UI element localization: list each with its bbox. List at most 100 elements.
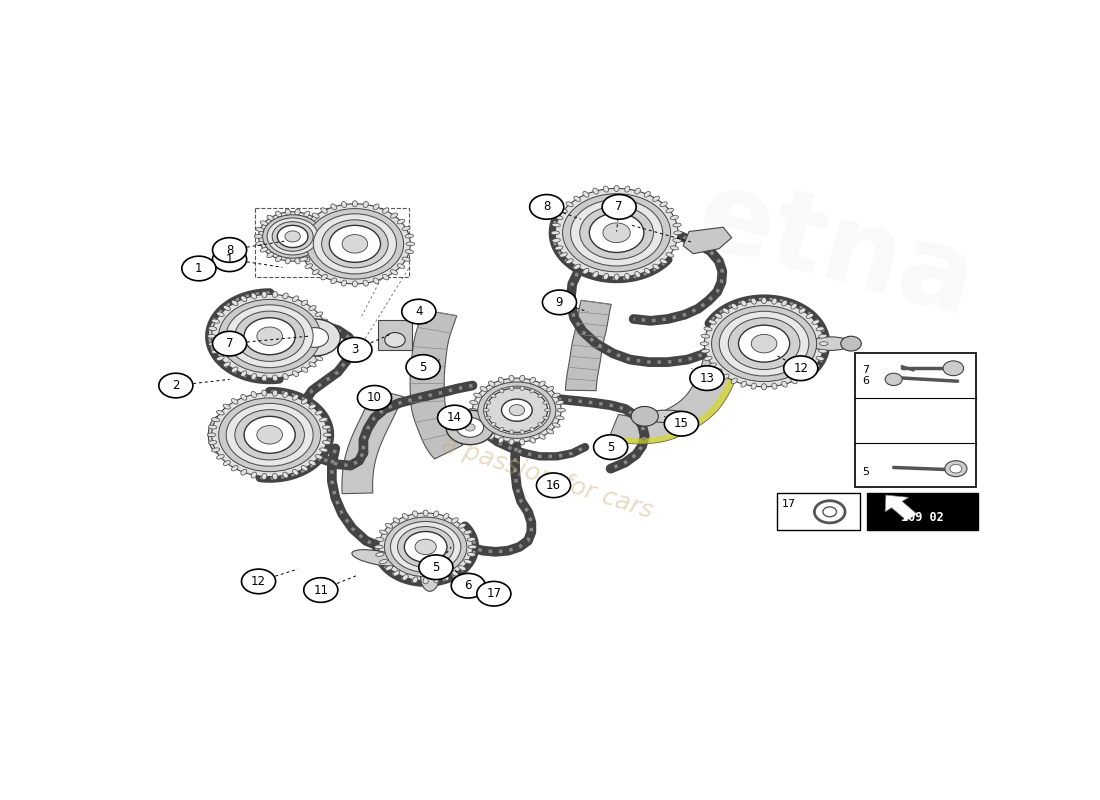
Ellipse shape [208,326,217,330]
Ellipse shape [273,474,277,479]
Ellipse shape [376,538,384,542]
Ellipse shape [320,418,328,422]
Ellipse shape [715,369,722,374]
Ellipse shape [818,334,827,338]
Ellipse shape [810,337,851,350]
Ellipse shape [635,271,640,278]
Text: 13: 13 [700,372,714,385]
Circle shape [886,373,902,386]
Ellipse shape [542,416,549,419]
Ellipse shape [468,538,475,542]
Ellipse shape [323,334,332,338]
Circle shape [664,411,698,436]
Text: 11: 11 [314,583,328,597]
Ellipse shape [433,577,439,583]
Circle shape [594,435,628,459]
Ellipse shape [799,374,806,379]
FancyBboxPatch shape [777,494,860,530]
Ellipse shape [295,258,300,264]
Ellipse shape [321,274,328,280]
Ellipse shape [320,448,328,452]
Circle shape [301,328,329,347]
Ellipse shape [251,472,256,478]
Ellipse shape [295,209,300,215]
Ellipse shape [574,196,581,202]
Ellipse shape [309,461,316,466]
Ellipse shape [485,401,491,404]
Text: 5: 5 [419,361,427,374]
Text: 1: 1 [195,262,202,275]
Circle shape [211,393,328,477]
Ellipse shape [296,250,305,254]
Ellipse shape [403,514,408,519]
Ellipse shape [485,416,491,419]
Ellipse shape [241,470,246,475]
Circle shape [304,578,338,602]
Polygon shape [410,310,463,459]
Ellipse shape [488,381,495,386]
Ellipse shape [312,213,319,218]
Ellipse shape [539,434,546,439]
Circle shape [306,209,404,279]
Circle shape [227,403,314,466]
Text: 109 02: 109 02 [901,511,944,524]
Ellipse shape [708,363,716,367]
Ellipse shape [520,430,525,434]
Ellipse shape [352,550,406,566]
Circle shape [277,226,308,247]
Text: 8: 8 [226,243,233,257]
Ellipse shape [273,291,277,298]
Ellipse shape [625,186,630,192]
Text: 12: 12 [793,362,808,374]
Circle shape [530,194,563,219]
Ellipse shape [499,427,504,431]
Ellipse shape [700,342,708,346]
Ellipse shape [376,553,384,556]
Ellipse shape [452,518,459,523]
Ellipse shape [262,474,267,479]
Polygon shape [608,347,742,444]
Circle shape [751,334,777,353]
Ellipse shape [652,264,659,270]
Polygon shape [565,300,612,390]
Ellipse shape [403,574,408,580]
Ellipse shape [635,188,640,194]
Ellipse shape [424,510,428,516]
Circle shape [272,222,313,251]
Circle shape [603,223,630,242]
Ellipse shape [293,394,298,400]
Circle shape [509,405,525,416]
Ellipse shape [283,391,288,398]
Ellipse shape [538,394,543,398]
Ellipse shape [732,303,737,309]
Ellipse shape [741,381,747,387]
Ellipse shape [509,386,514,390]
Circle shape [397,526,454,567]
Ellipse shape [761,384,767,390]
Ellipse shape [304,256,310,262]
Ellipse shape [556,401,564,405]
Circle shape [945,461,967,477]
Text: etna: etna [686,162,987,338]
Ellipse shape [385,566,393,570]
Ellipse shape [322,234,331,238]
Ellipse shape [217,410,224,415]
Text: 6: 6 [862,375,869,386]
Text: 15: 15 [674,418,689,430]
Ellipse shape [374,545,383,549]
Ellipse shape [782,300,788,306]
Ellipse shape [530,378,536,383]
Ellipse shape [552,423,560,427]
Circle shape [542,290,576,314]
Ellipse shape [645,268,650,274]
Ellipse shape [211,448,220,452]
Circle shape [342,234,367,253]
Circle shape [256,426,283,444]
Ellipse shape [464,559,472,564]
Circle shape [580,206,653,259]
Ellipse shape [309,306,316,310]
Ellipse shape [723,308,729,314]
Circle shape [719,311,808,376]
Ellipse shape [262,375,267,381]
Ellipse shape [443,574,449,580]
